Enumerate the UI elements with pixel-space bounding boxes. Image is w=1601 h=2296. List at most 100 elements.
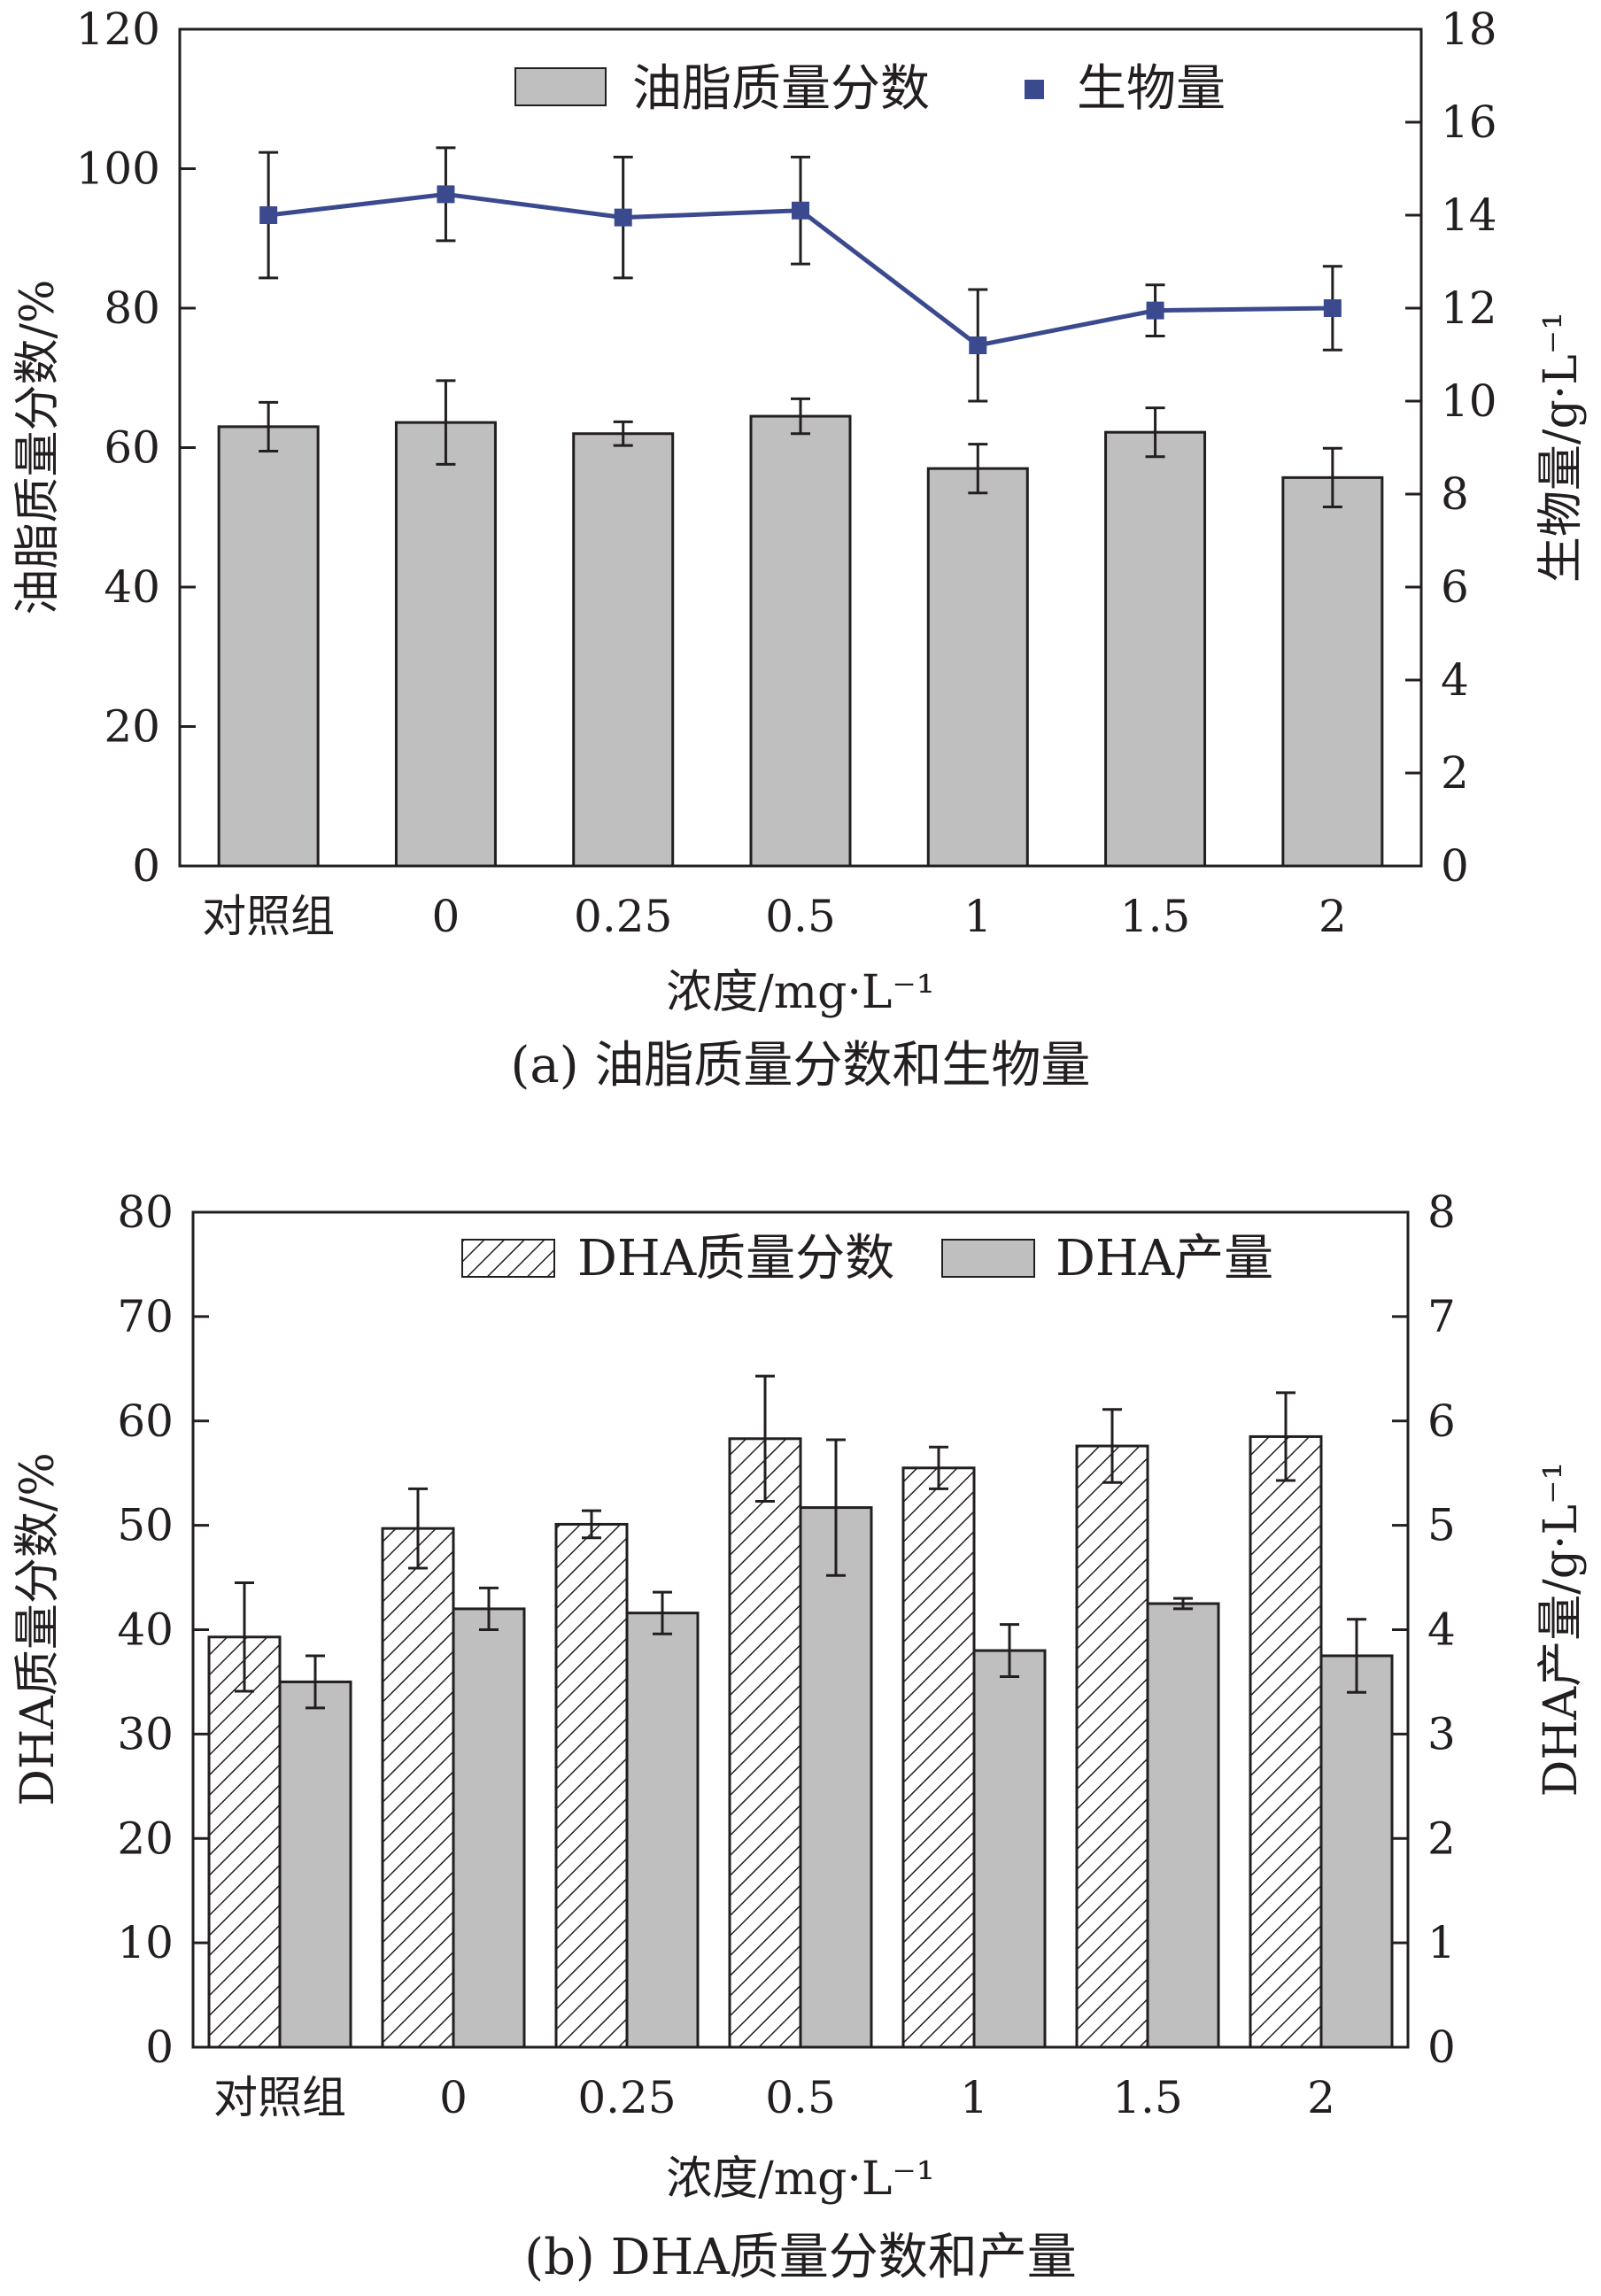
chart-b-x-tick-label: 0 bbox=[439, 2072, 468, 2123]
oil-bar bbox=[394, 421, 497, 868]
chart-b-y-left-tick-label: 10 bbox=[117, 1917, 174, 1968]
chart-b-dha: 0 10 20 30 40 50 60 70 80 0 1 2 3 4 5 6 7 8 对照组 0 0.25 0.5 1 1.… bbox=[12, 1187, 1588, 2286]
chart-b-y-left-tick-label: 30 bbox=[117, 1708, 174, 1759]
biomass-point bbox=[259, 206, 278, 224]
dha-fraction-bar bbox=[554, 1522, 629, 2049]
chart-b-x-tick-label: 0.25 bbox=[577, 2072, 676, 2123]
chart-a-y-left-tick-label: 120 bbox=[76, 4, 160, 55]
oil-bar bbox=[749, 414, 852, 868]
chart-a-x-label: 浓度/mg·L⁻¹ bbox=[666, 966, 934, 1019]
chart-a-legend-swatch-oil bbox=[514, 67, 607, 106]
chart-b-y-right-tick-label: 8 bbox=[1427, 1187, 1456, 1238]
dha-yield-bar bbox=[799, 1506, 873, 2049]
oil-bar bbox=[1104, 430, 1207, 868]
chart-b-y-right-tick-label: 1 bbox=[1427, 1917, 1456, 1968]
biomass-point bbox=[1323, 299, 1342, 317]
oil-bar bbox=[1281, 475, 1384, 868]
chart-b-legend-label-dha-yield: DHA产量 bbox=[1056, 1230, 1273, 1287]
oil-bar bbox=[926, 467, 1029, 868]
dha-fraction-bar bbox=[1075, 1444, 1149, 2049]
chart-b-legend-label-dha-fraction: DHA质量分数 bbox=[577, 1230, 894, 1287]
chart-b-legend-swatch-dha-fraction bbox=[461, 1239, 555, 1278]
dha-yield-bar bbox=[452, 1607, 526, 2049]
dha-yield-bar bbox=[278, 1680, 352, 2049]
chart-a-y-right-tick-label: 10 bbox=[1441, 375, 1497, 427]
chart-b-y-left-tick-label: 80 bbox=[117, 1187, 174, 1238]
chart-a-legend-marker-biomass bbox=[1025, 80, 1044, 99]
biomass-point bbox=[969, 336, 987, 354]
oil-bar bbox=[217, 425, 320, 868]
chart-a-x-tick-label: 对照组 bbox=[202, 891, 335, 942]
chart-a-y-right-label: 生物量/g·L⁻¹ bbox=[1535, 312, 1588, 583]
chart-a-y-left-label: 油脂质量分数/% bbox=[12, 280, 65, 615]
biomass-point bbox=[792, 201, 809, 220]
chart-a-y-right-tick-label: 2 bbox=[1441, 747, 1469, 799]
chart-b-y-right-tick-label: 5 bbox=[1427, 1500, 1456, 1551]
chart-b-y-left-label: DHA质量分数/% bbox=[12, 1452, 65, 1806]
dha-yield-bar bbox=[972, 1649, 1047, 2049]
chart-b-y-right-tick-label: 6 bbox=[1427, 1395, 1456, 1447]
chart-b-legend-swatch-dha-yield bbox=[941, 1239, 1035, 1278]
chart-a-x-tick-label: 0.5 bbox=[765, 891, 836, 942]
chart-a-y-left-tick-label: 100 bbox=[76, 143, 160, 195]
chart-b-x-label: 浓度/mg·L⁻¹ bbox=[666, 2153, 934, 2206]
chart-a-legend-label-biomass: 生物量 bbox=[1077, 60, 1226, 118]
dha-yield-bar bbox=[625, 1612, 700, 2049]
chart-b-y-left-tick-label: 40 bbox=[117, 1604, 174, 1656]
chart-b-caption: (b) DHA质量分数和产量 bbox=[524, 2229, 1077, 2286]
chart-b-y-right-label: DHA产量/g·L⁻¹ bbox=[1535, 1462, 1588, 1797]
chart-a-y-right-tick-label: 18 bbox=[1441, 4, 1497, 55]
chart-b-y-right-tick-label: 7 bbox=[1427, 1291, 1456, 1342]
chart-b-y-right-tick-label: 4 bbox=[1427, 1604, 1456, 1656]
chart-a-y-right-tick-label: 16 bbox=[1441, 97, 1497, 148]
chart-b-x-tick-label: 2 bbox=[1307, 2072, 1335, 2123]
dha-fraction-bar bbox=[728, 1437, 802, 2049]
chart-b-x-tick-label: 对照组 bbox=[213, 2072, 346, 2123]
chart-a-legend: 油脂质量分数 生物量 bbox=[514, 60, 1226, 118]
chart-b-legend: DHA质量分数 DHA产量 bbox=[461, 1230, 1273, 1287]
chart-a-x-tick-label: 0.25 bbox=[574, 891, 672, 942]
dha-fraction-bar bbox=[901, 1466, 976, 2049]
chart-b-ticks: 0 10 20 30 40 50 60 70 80 0 1 2 3 4 5 6 7 8 对照组 0 0.25 0.5 1 1.… bbox=[117, 1187, 1455, 2123]
chart-a-y-left-tick-label: 40 bbox=[104, 561, 160, 613]
chart-a-caption: (a) 油脂质量分数和生物量 bbox=[511, 1037, 1091, 1094]
chart-b-y-left-tick-label: 50 bbox=[117, 1500, 174, 1551]
chart-b-y-left-tick-label: 20 bbox=[117, 1813, 174, 1864]
chart-b-y-left-tick-label: 60 bbox=[117, 1395, 174, 1447]
chart-a-y-right-tick-label: 4 bbox=[1441, 654, 1469, 706]
biomass-point bbox=[614, 208, 632, 227]
chart-b-y-right-tick-label: 2 bbox=[1427, 1813, 1456, 1864]
chart-a-y-right-tick-label: 8 bbox=[1441, 468, 1469, 520]
dha-fraction-bar bbox=[207, 1635, 282, 2049]
chart-a-y-right-tick-label: 0 bbox=[1441, 840, 1469, 892]
chart-b-y-left-tick-label: 70 bbox=[117, 1291, 174, 1342]
chart-a-legend-label-oil: 油脂质量分数 bbox=[632, 60, 930, 118]
chart-a-x-tick-label: 0 bbox=[432, 891, 460, 942]
dha-yield-bar bbox=[1146, 1602, 1220, 2049]
dha-fraction-bar bbox=[381, 1527, 455, 2049]
chart-b-marks bbox=[207, 1374, 1394, 2049]
chart-b-x-tick-label: 1 bbox=[960, 2072, 988, 2123]
biomass-point bbox=[1146, 301, 1164, 320]
dha-yield-bar bbox=[1319, 1654, 1394, 2049]
chart-a-y-left-tick-label: 0 bbox=[132, 840, 160, 892]
chart-b-x-tick-label: 1.5 bbox=[1112, 2072, 1183, 2123]
chart-a-marks bbox=[217, 146, 1384, 868]
chart-a-x-tick-label: 1 bbox=[963, 891, 992, 942]
chart-a-y-right-tick-label: 14 bbox=[1441, 189, 1497, 241]
chart-a-y-left-tick-label: 60 bbox=[104, 422, 160, 474]
chart-b-y-left-tick-label: 0 bbox=[145, 2022, 174, 2073]
oil-bar bbox=[572, 432, 675, 868]
biomass-point bbox=[437, 185, 455, 204]
chart-a-y-left-tick-label: 80 bbox=[104, 282, 160, 334]
chart-b-y-right-tick-label: 3 bbox=[1427, 1708, 1456, 1759]
chart-a-y-left-tick-label: 20 bbox=[104, 701, 160, 753]
chart-b-y-right-tick-label: 0 bbox=[1427, 2022, 1456, 2073]
chart-a-x-tick-label: 2 bbox=[1319, 891, 1347, 942]
chart-a-y-right-tick-label: 6 bbox=[1441, 561, 1469, 613]
chart-a-y-right-tick-label: 12 bbox=[1441, 282, 1497, 334]
chart-b-x-tick-label: 0.5 bbox=[765, 2072, 836, 2123]
